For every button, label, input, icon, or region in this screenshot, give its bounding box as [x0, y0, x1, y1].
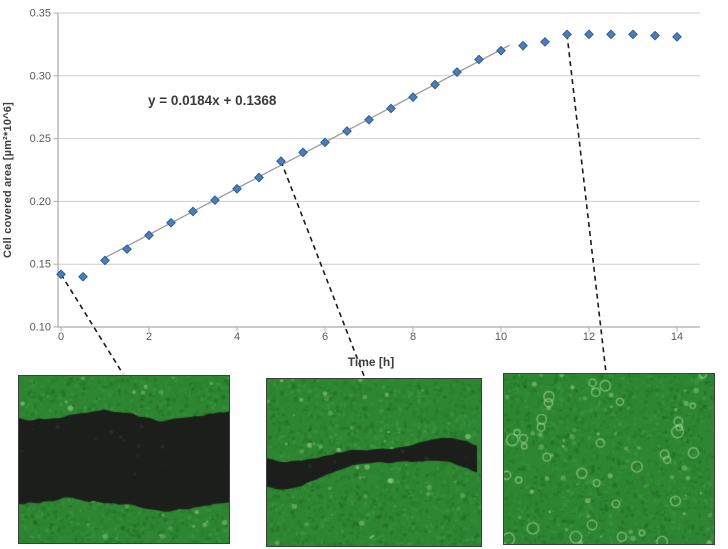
data-point-marker — [276, 156, 286, 167]
data-point-marker — [628, 29, 638, 40]
data-point-marker — [430, 79, 440, 90]
micrograph-open-scratch — [18, 375, 230, 544]
callout-line — [280, 160, 366, 378]
data-point-marker — [584, 29, 594, 40]
x-tick-label: 8 — [410, 331, 416, 343]
x-tick-label: 2 — [146, 331, 152, 343]
x-tick-label: 4 — [234, 331, 240, 343]
data-point-marker — [342, 126, 352, 136]
y-tick-label: 0.35 — [30, 8, 51, 20]
data-point-marker — [232, 183, 242, 194]
data-point-marker — [298, 147, 308, 158]
y-axis-title: Cell covered area [µm²*10^6] — [2, 102, 14, 258]
data-point-marker — [672, 31, 682, 42]
data-point-marker — [606, 29, 616, 40]
data-point-marker — [540, 36, 550, 47]
y-tick-label: 0.10 — [30, 322, 51, 334]
data-point-marker — [144, 230, 154, 241]
y-tick-label: 0.20 — [30, 196, 51, 208]
data-point-marker — [408, 92, 418, 103]
y-tick-label: 0.30 — [30, 70, 51, 82]
y-tick-label: 0.15 — [30, 259, 51, 271]
x-tick-label: 0 — [58, 331, 64, 343]
callout-line — [60, 273, 124, 375]
micrograph-partially-closed-scratch — [266, 378, 482, 547]
y-tick-label: 0.25 — [30, 133, 51, 145]
data-point-marker — [56, 269, 66, 280]
data-point-marker — [650, 30, 660, 41]
data-point-marker — [210, 195, 220, 206]
data-point-marker — [254, 172, 264, 183]
x-tick-label: 6 — [322, 331, 328, 343]
data-point-marker — [188, 206, 198, 217]
data-point-marker — [452, 67, 462, 77]
x-axis-title: Time [h] — [347, 355, 395, 369]
data-point-marker — [100, 255, 110, 266]
data-point-marker — [166, 217, 176, 228]
x-tick-label: 14 — [671, 331, 683, 343]
x-tick-label: 10 — [495, 331, 507, 343]
data-point-marker — [122, 244, 132, 255]
data-point-marker — [386, 103, 396, 114]
data-point-marker — [496, 45, 506, 56]
data-point-marker — [78, 271, 88, 282]
data-point-marker — [562, 29, 572, 40]
data-point-marker — [320, 137, 330, 148]
trendline-equation: y = 0.0184x + 0.1368 — [148, 93, 277, 108]
data-point-marker — [364, 114, 374, 125]
micrograph-closed-monolayer — [503, 373, 715, 545]
data-point-marker — [518, 40, 528, 51]
x-tick-label: 12 — [583, 331, 595, 343]
callout-line — [566, 34, 607, 373]
data-point-marker — [474, 54, 484, 65]
trendline — [104, 44, 511, 259]
